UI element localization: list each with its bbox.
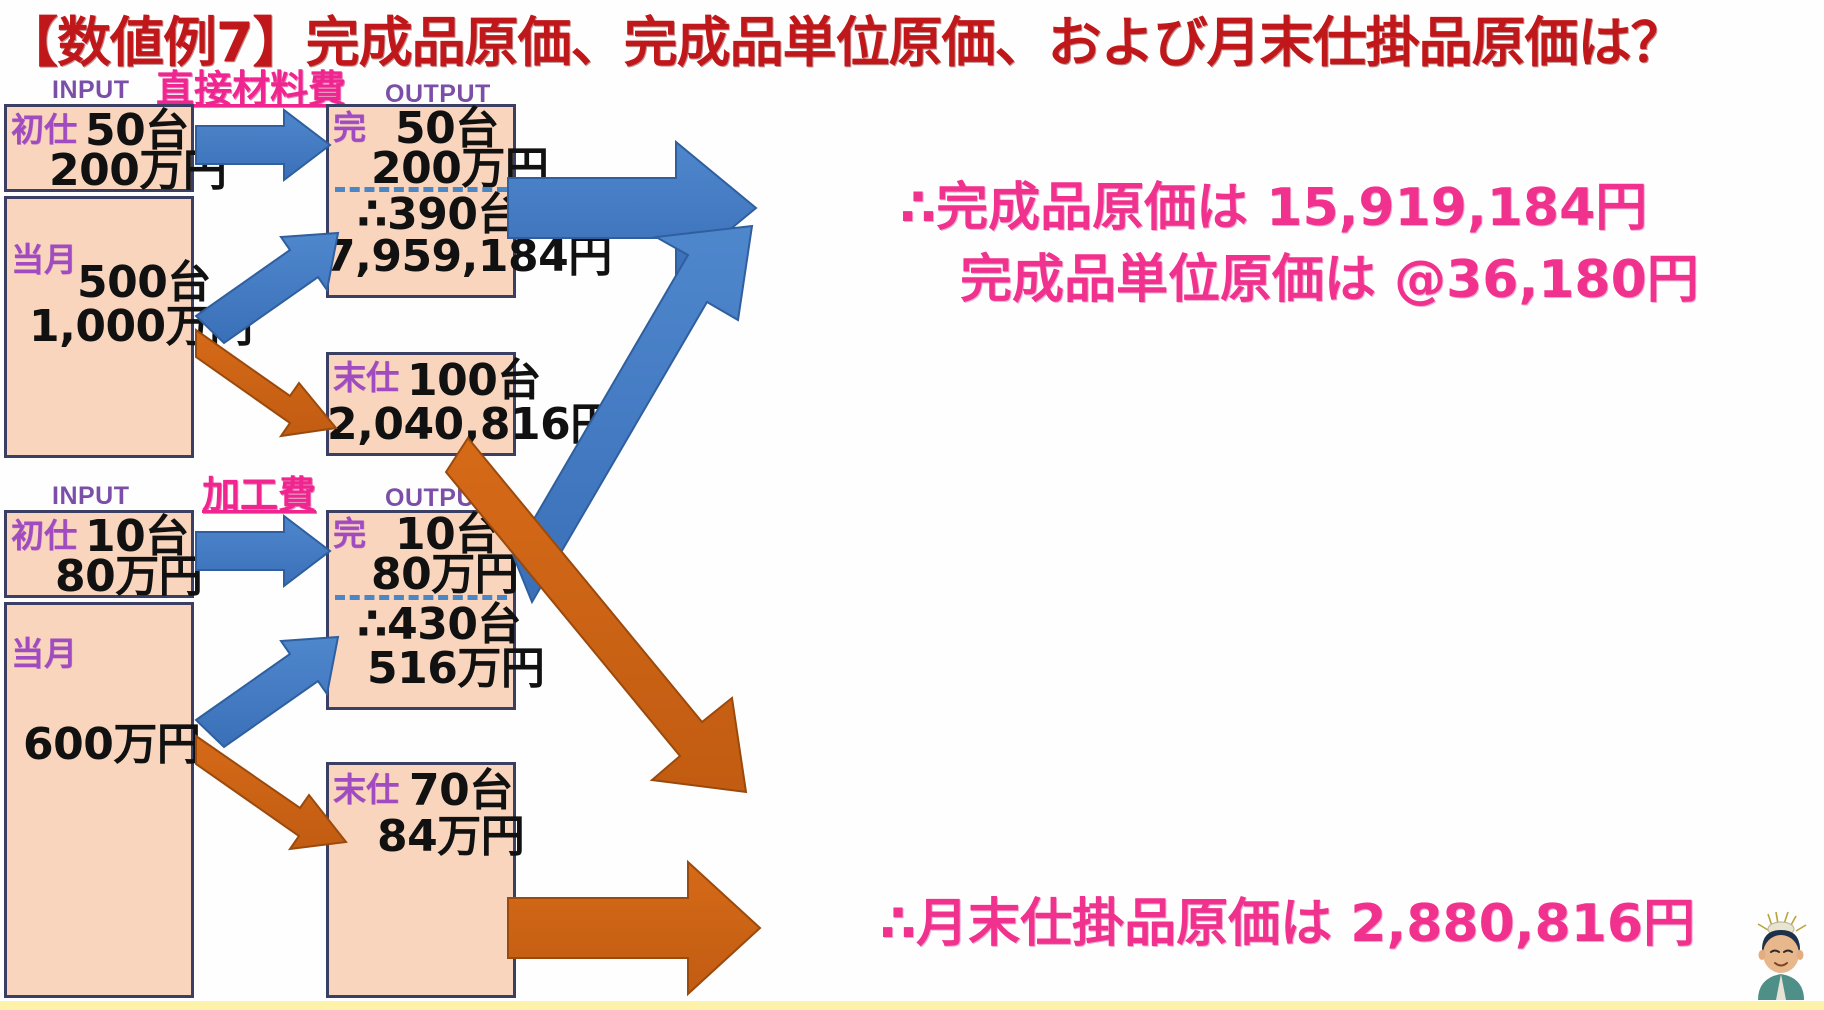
arrow-material-current-to-finished xyxy=(194,231,340,345)
conversion-section-heading: 加工費 xyxy=(202,473,317,517)
conversion-input-caption: INPUT xyxy=(52,482,130,510)
material-output-box-finished: 完 50台 200万円 ∴390台 7,959,184円 xyxy=(325,103,612,298)
box-tag: 初仕 xyxy=(11,516,77,555)
box-value-cost: 2,040,816円 xyxy=(327,399,614,450)
bottom-accent-strip xyxy=(0,1001,1824,1010)
box-value-amount: 600万円 xyxy=(23,719,201,770)
box-tag: 当月 xyxy=(11,240,77,279)
presenter-mascot-icon xyxy=(1757,911,1807,1000)
page-title: 【数値例7】完成品原価、完成品単位原価、および月末仕掛品原価は？ xyxy=(4,11,1685,74)
box-tag: 当月 xyxy=(11,634,77,673)
conversion-output-box-finished: 完 10台 80万円 ∴430台 516万円 xyxy=(326,509,545,710)
box-divider xyxy=(335,595,507,600)
box-tag: 完 xyxy=(333,514,366,553)
box-value-units: 100台 xyxy=(407,355,541,406)
answer-finished-goods-cost: ∴完成品原価は 15,919,184円 xyxy=(900,178,1648,238)
conversion-output-box-ending-wip: 末仕 70台 84万円 xyxy=(326,762,525,998)
material-output-box-ending-wip: 末仕 100台 2,040,816円 xyxy=(326,352,614,456)
arrow-total-conversion-wip-to-answer xyxy=(507,859,762,997)
conversion-input-box-current-month: 当月 600万円 xyxy=(4,602,201,998)
arrow-conversion-current-to-ending-wip xyxy=(195,734,348,851)
material-input-caption: INPUT xyxy=(52,76,130,104)
box-divider xyxy=(335,187,507,192)
box-value-cost: 7,959,184円 xyxy=(325,231,612,282)
material-section-heading: 直接材料費 xyxy=(156,67,347,111)
arrow-total-material-wip-to-answer xyxy=(444,436,748,794)
box-value-units: 50台 xyxy=(395,103,499,154)
box-value-units: 10台 xyxy=(395,509,499,560)
arrow-conversion-beginning-to-finished xyxy=(195,513,332,589)
arrow-material-beginning-to-finished xyxy=(195,107,332,183)
arrow-conversion-current-to-finished xyxy=(194,635,340,749)
answer-unit-cost: 完成品単位原価は @36,180円 xyxy=(960,250,1699,310)
box-value-amount: 80万円 xyxy=(371,549,519,600)
box-tag: 完 xyxy=(333,108,366,147)
box-value-units: 50台 xyxy=(85,105,189,156)
box-tag: 末仕 xyxy=(333,358,399,397)
box-value-equivalent-units: ∴390台 xyxy=(357,189,521,240)
conversion-input-box-beginning-wip: 初仕 10台 80万円 xyxy=(4,510,203,599)
box-value-units: 10台 xyxy=(85,511,189,562)
box-tag: 末仕 xyxy=(333,770,399,809)
arrow-material-current-to-ending-wip xyxy=(195,328,338,438)
box-value-cost: 84万円 xyxy=(377,811,525,862)
answer-ending-wip-cost: ∴月末仕掛品原価は 2,880,816円 xyxy=(880,894,1696,954)
box-value-units: 70台 xyxy=(409,765,513,816)
material-output-caption: OUTPUT xyxy=(385,80,491,108)
box-tag: 初仕 xyxy=(11,110,77,149)
box-value-cost: 516万円 xyxy=(367,643,545,694)
box-value-amount: 80万円 xyxy=(55,551,203,602)
box-value-units: 500台 xyxy=(77,257,211,308)
box-value-equivalent-units: ∴430台 xyxy=(357,599,521,650)
